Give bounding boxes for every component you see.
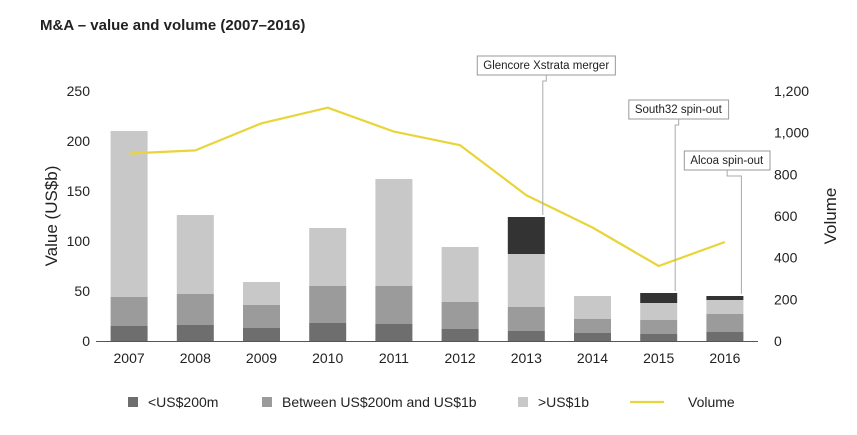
bar-segment: [706, 300, 744, 314]
y-left-tick-label: 200: [67, 133, 91, 149]
y-right-axis-title: Volume: [821, 188, 840, 245]
y-right-tick-label: 1,200: [774, 83, 809, 99]
bar-segment: [706, 314, 744, 332]
x-tick-label: 2014: [577, 350, 608, 366]
y-right-tick-label: 200: [774, 291, 798, 307]
bar-segment: [110, 297, 148, 326]
legend-label: >US$1b: [538, 394, 589, 410]
bar-segment: [574, 319, 611, 333]
legend-swatch: [262, 397, 272, 407]
legend-swatch: [518, 397, 528, 407]
x-tick-label: 2011: [379, 350, 409, 366]
bar-segment: [507, 217, 545, 254]
legend-label: <US$200m: [148, 394, 218, 410]
bar-segment: [574, 296, 611, 319]
y-left-tick-label: 0: [82, 333, 90, 349]
x-tick-label: 2012: [445, 350, 476, 366]
bar-segment: [176, 294, 214, 325]
x-tick-label: 2015: [643, 350, 674, 366]
bar-segment: [309, 286, 347, 323]
bar-segment: [110, 326, 148, 341]
bar-segment: [640, 303, 678, 320]
y-left-tick-label: 150: [67, 183, 91, 199]
bar-segment: [640, 320, 678, 334]
y-left-tick-label: 250: [67, 83, 91, 99]
bar-segment: [574, 333, 611, 341]
bar-segment: [375, 179, 413, 286]
bar-segment: [640, 334, 678, 341]
annotation-label: Alcoa spin-out: [690, 155, 764, 167]
x-tick-label: 2013: [511, 350, 542, 366]
y-right-tick-label: 600: [774, 208, 798, 224]
volume-line: [129, 106, 726, 268]
bar-segment: [441, 247, 479, 302]
bar-segment: [640, 293, 678, 303]
bar-segment: [441, 302, 479, 329]
bar-segment: [309, 323, 347, 341]
legend-label: Volume: [688, 394, 735, 410]
bar-segment: [706, 332, 744, 341]
bar-segment: [375, 324, 413, 341]
x-tick-label: 2007: [114, 350, 145, 366]
annotation-leader: [542, 75, 547, 215]
x-tick-label: 2008: [180, 350, 211, 366]
chart-title: M&A – value and volume (2007–2016): [40, 17, 305, 34]
bar-segment: [507, 254, 545, 307]
y-right-tick-label: 400: [774, 250, 798, 266]
annotation-leader: [674, 119, 680, 291]
y-right-tick-label: 800: [774, 166, 798, 182]
bar-segment: [243, 305, 280, 328]
legend-swatch: [128, 397, 138, 407]
y-right-tick-label: 0: [774, 333, 782, 349]
bar-segment: [441, 329, 479, 341]
bar-segment: [110, 131, 148, 297]
bar-segment: [507, 307, 545, 331]
y-left-tick-label: 50: [74, 283, 90, 299]
bar-segment: [309, 228, 347, 286]
annotation-label: South32 spin-out: [635, 104, 723, 116]
y-left-tick-label: 100: [67, 233, 91, 249]
bar-segment: [243, 282, 280, 305]
y-right-tick-label: 1,000: [774, 125, 809, 141]
annotation-leader: [726, 170, 742, 294]
bar-segment: [375, 286, 413, 324]
annotation-label: Glencore Xstrata merger: [483, 60, 609, 72]
bar-segment: [176, 325, 214, 341]
y-left-axis-title: Value (US$b): [42, 166, 61, 267]
bar-segment: [706, 296, 744, 300]
legend-label: Between US$200m and US$1b: [282, 394, 477, 410]
bar-segment: [507, 331, 545, 341]
x-tick-label: 2009: [246, 350, 277, 366]
x-tick-label: 2016: [709, 350, 740, 366]
bar-segment: [176, 215, 214, 294]
bar-segment: [243, 328, 280, 341]
x-tick-label: 2010: [312, 350, 343, 366]
